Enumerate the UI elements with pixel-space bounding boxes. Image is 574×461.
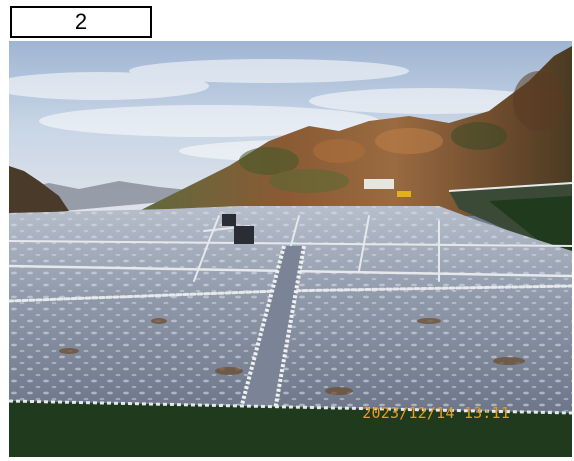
debris [59,318,525,395]
channel-edge-left [237,245,286,417]
grass-border [9,401,572,457]
vent-box-back [222,214,236,226]
landfill-scene [9,41,572,457]
channel-edge-right [272,245,306,417]
excavator [397,191,411,197]
drainage-channel [239,246,304,416]
photo-timestamp: 2023/12/14 13:11 [362,404,510,422]
fence [448,182,572,192]
right-embankment [489,196,572,256]
site-photo [9,41,572,457]
left-trees [9,166,69,216]
vent-box-front [234,226,254,244]
building [364,179,394,189]
tree-patches [239,71,565,193]
photo-number-label: 2 [10,6,152,38]
edge-bags [9,399,572,415]
photo-number: 2 [74,9,88,34]
autumn-hill [129,46,572,216]
